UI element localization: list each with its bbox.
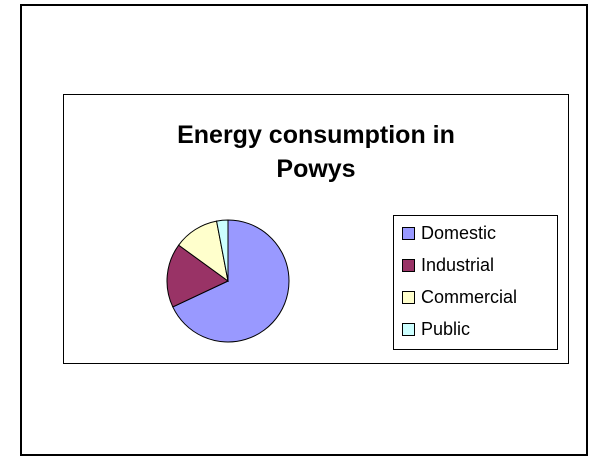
legend-item-public: Public (402, 316, 470, 342)
pie-slice-domestic (172, 219, 290, 343)
chart-title-line-2: Powys (276, 155, 356, 183)
chart-title-line-1: Energy consumption in (177, 121, 455, 149)
legend-item-domestic: Domestic (402, 220, 496, 246)
legend-label: Industrial (421, 254, 495, 275)
legend-label: Commercial (421, 286, 518, 307)
slide-frame: Energy consumption in Powys Domestic Ind… (20, 4, 588, 456)
legend-item-industrial: Industrial (402, 252, 494, 278)
legend: Domestic Industrial Commercial Public (393, 215, 558, 350)
legend-swatch (402, 258, 415, 272)
pie-slice-public (215, 219, 229, 282)
chart-area: Energy consumption in Powys Domestic Ind… (63, 94, 569, 364)
pie-slice-industrial (166, 244, 229, 308)
legend-swatch (402, 290, 415, 304)
legend-swatch (402, 322, 415, 336)
legend-label: Domestic (421, 222, 497, 243)
legend-label: Public (421, 318, 471, 339)
legend-item-commercial: Commercial (402, 284, 517, 310)
pie-chart (166, 219, 290, 343)
legend-swatch (402, 226, 415, 240)
